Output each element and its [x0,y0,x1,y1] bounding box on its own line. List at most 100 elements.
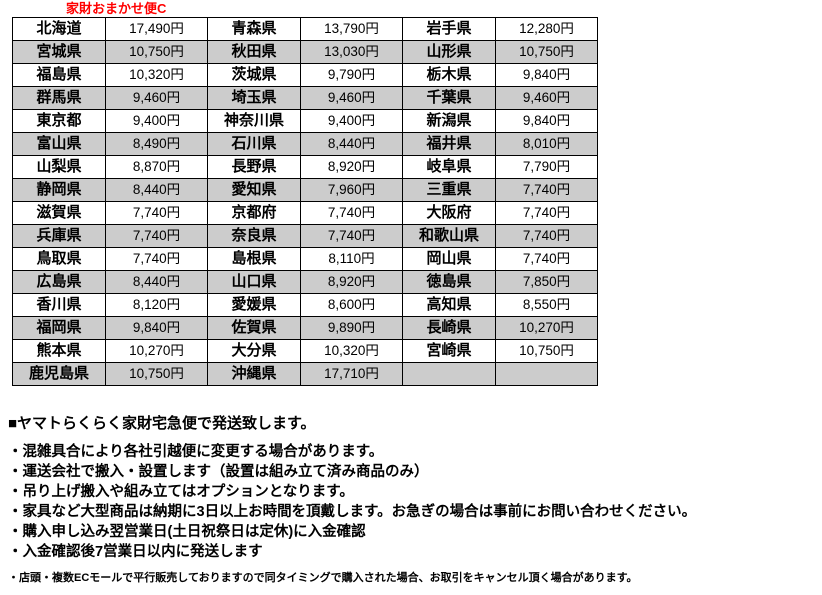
prefecture-cell: 神奈川県 [207,109,301,133]
fee-cell: 8,010円 [495,132,598,156]
fee-cell: 10,750円 [495,339,598,363]
table-row: 香川県 8,120円 愛媛県 8,600円 高知県 8,550円 [12,293,598,317]
fee-cell: 8,550円 [495,293,598,317]
prefecture-cell: 新潟県 [402,109,496,133]
fee-cell: 17,490円 [105,17,208,41]
prefecture-cell: 青森県 [207,17,301,41]
prefecture-cell: 佐賀県 [207,316,301,340]
fee-cell: 8,110円 [300,247,403,271]
table-row: 鹿児島県 10,750円 沖縄県 17,710円 [12,362,598,386]
fee-cell: 7,790円 [495,155,598,179]
prefecture-cell: 北海道 [12,17,106,41]
fee-cell: 9,890円 [300,316,403,340]
fee-cell: 9,460円 [105,86,208,110]
prefecture-cell: 秋田県 [207,40,301,64]
fee-cell: 8,920円 [300,270,403,294]
fee-cell: 9,460円 [300,86,403,110]
note-line: ・購入申し込み翌営業日(土日祝祭日は定休)に入金確認 [8,524,366,540]
prefecture-cell: 熊本県 [12,339,106,363]
prefecture-cell: 山梨県 [12,155,106,179]
fee-cell: 7,740円 [495,201,598,225]
prefecture-cell: 鳥取県 [12,247,106,271]
fee-cell: 8,440円 [300,132,403,156]
prefecture-cell: 福井県 [402,132,496,156]
prefecture-cell: 奈良県 [207,224,301,248]
prefecture-cell: 岩手県 [402,17,496,41]
prefecture-cell: 山口県 [207,270,301,294]
fee-cell: 9,460円 [495,86,598,110]
fee-cell: 10,270円 [495,316,598,340]
prefecture-cell: 広島県 [12,270,106,294]
prefecture-cell: 東京都 [12,109,106,133]
note-line: ・混雑具合により各社引越便に変更する場合があります。 [8,444,384,460]
prefecture-cell: 福島県 [12,63,106,87]
fee-cell: 7,740円 [495,247,598,271]
fee-cell: 13,790円 [300,17,403,41]
prefecture-cell [402,362,496,386]
fee-cell: 7,740円 [495,178,598,202]
prefecture-cell: 徳島県 [402,270,496,294]
fee-cell: 8,920円 [300,155,403,179]
prefecture-cell: 山形県 [402,40,496,64]
fee-cell: 10,270円 [105,339,208,363]
table-row: 鳥取県 7,740円 島根県 8,110円 岡山県 7,740円 [12,247,598,271]
prefecture-cell: 鹿児島県 [12,362,106,386]
table-row: 群馬県 9,460円 埼玉県 9,460円 千葉県 9,460円 [12,86,598,110]
prefecture-cell: 栃木県 [402,63,496,87]
prefecture-cell: 香川県 [12,293,106,317]
fee-cell: 8,440円 [105,178,208,202]
fee-cell: 8,440円 [105,270,208,294]
note-line: ・家具など大型商品は納期に3日以上お時間を頂戴します。お急ぎの場合は事前にお問い… [8,504,697,520]
fee-cell: 12,280円 [495,17,598,41]
prefecture-cell: 三重県 [402,178,496,202]
prefecture-cell: 埼玉県 [207,86,301,110]
prefecture-cell: 愛知県 [207,178,301,202]
fee-cell: 13,030円 [300,40,403,64]
prefecture-cell: 群馬県 [12,86,106,110]
fee-cell: 7,850円 [495,270,598,294]
prefecture-cell: 大阪府 [402,201,496,225]
notes-heading: ■ヤマトらくらく家財宅急便で発送致します。 [8,415,316,432]
fee-cell: 9,840円 [495,63,598,87]
table-row: 福島県 10,320円 茨城県 9,790円 栃木県 9,840円 [12,63,598,87]
fee-cell: 8,870円 [105,155,208,179]
prefecture-cell: 滋賀県 [12,201,106,225]
table-row: 北海道 17,490円 青森県 13,790円 岩手県 12,280円 [12,17,598,41]
fee-cell: 7,740円 [105,247,208,271]
table-row: 広島県 8,440円 山口県 8,920円 徳島県 7,850円 [12,270,598,294]
fee-cell: 7,740円 [105,201,208,225]
table-row: 熊本県 10,270円 大分県 10,320円 宮崎県 10,750円 [12,339,598,363]
table-row: 滋賀県 7,740円 京都府 7,740円 大阪府 7,740円 [12,201,598,225]
fee-cell: 9,790円 [300,63,403,87]
notes-fine-print: ・店頭・複数ECモールで平行販売しておりますので同タイミングで購入された場合、お… [8,572,638,584]
fee-cell: 9,840円 [105,316,208,340]
shipping-fee-table-body: 北海道 17,490円 青森県 13,790円 岩手県 12,280円 宮城県 10,750円… [12,17,598,386]
fee-cell: 7,960円 [300,178,403,202]
shipping-fee-table: 北海道 17,490円 青森県 13,790円 岩手県 12,280円 宮城県 10,750円… [12,17,598,386]
note-line: ・運送会社で搬入・設置します（設置は組み立て済み商品のみ） [8,464,429,480]
table-row: 東京都 9,400円 神奈川県 9,400円 新潟県 9,840円 [12,109,598,133]
fee-cell: 10,320円 [105,63,208,87]
prefecture-cell: 長崎県 [402,316,496,340]
prefecture-cell: 富山県 [12,132,106,156]
prefecture-cell: 岐阜県 [402,155,496,179]
fee-cell: 10,750円 [495,40,598,64]
prefecture-cell: 茨城県 [207,63,301,87]
note-line: ・入金確認後7営業日以内に発送します [8,544,263,560]
fee-cell: 7,740円 [495,224,598,248]
table-row: 山梨県 8,870円 長野県 8,920円 岐阜県 7,790円 [12,155,598,179]
table-row: 福岡県 9,840円 佐賀県 9,890円 長崎県 10,270円 [12,316,598,340]
fee-cell: 7,740円 [300,224,403,248]
prefecture-cell: 大分県 [207,339,301,363]
prefecture-cell: 京都府 [207,201,301,225]
table-row: 静岡県 8,440円 愛知県 7,960円 三重県 7,740円 [12,178,598,202]
fee-cell: 8,600円 [300,293,403,317]
fee-cell: 10,750円 [105,362,208,386]
fee-cell: 10,750円 [105,40,208,64]
note-line: ・吊り上げ搬入や組み立てはオプションとなります。 [8,484,354,500]
prefecture-cell: 宮城県 [12,40,106,64]
fee-cell [495,362,598,386]
prefecture-cell: 千葉県 [402,86,496,110]
table-row: 宮城県 10,750円 秋田県 13,030円 山形県 10,750円 [12,40,598,64]
notes-section: ■ヤマトらくらく家財宅急便で発送致します。 ・混雑具合により各社引越便に変更する… [8,413,814,586]
